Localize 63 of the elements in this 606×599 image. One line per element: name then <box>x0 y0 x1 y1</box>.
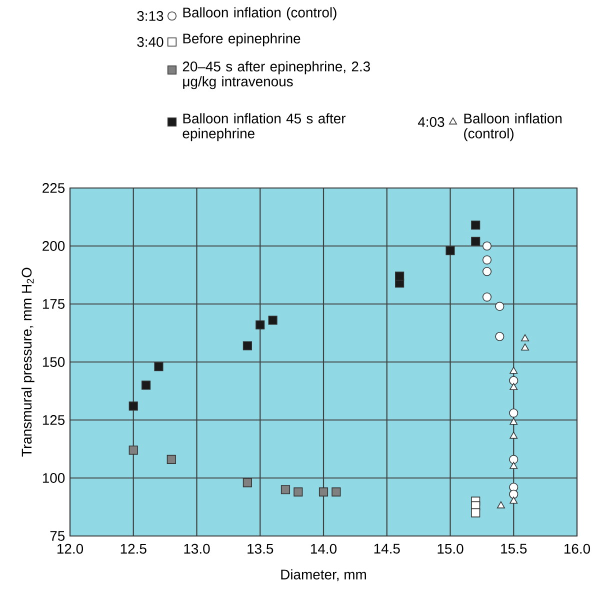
point <box>509 376 518 386</box>
point <box>482 241 492 251</box>
point <box>509 490 518 499</box>
point <box>495 332 504 342</box>
x-tick-label: 16.0 <box>564 544 590 554</box>
point <box>495 302 504 311</box>
x-tick-label: 12.5 <box>120 544 146 554</box>
point <box>471 508 480 518</box>
x-tick-label: 14.0 <box>310 544 337 554</box>
y-tick-label: 150 <box>42 357 65 367</box>
point <box>510 462 518 469</box>
point <box>510 432 518 439</box>
point <box>471 236 480 246</box>
text: 3:40 <box>137 37 164 47</box>
point <box>482 266 492 276</box>
point <box>318 487 328 496</box>
point <box>142 380 151 390</box>
point <box>471 220 480 230</box>
legend-label: 20–45 s after epinephrine, 2.3 μg/kg intravenous <box>182 61 370 90</box>
legend-label: Balloon inflation 45 s after epinephrine <box>182 113 346 142</box>
x-tick-label: 15.5 <box>501 544 527 554</box>
point <box>510 366 518 374</box>
point <box>509 454 518 464</box>
point <box>496 501 505 508</box>
y-tick-label: 200 <box>42 241 65 251</box>
y-tick-label: 225 <box>42 183 65 193</box>
y-tick-label: 175 <box>42 299 65 309</box>
point <box>294 487 303 496</box>
point <box>395 272 404 281</box>
point <box>332 487 341 496</box>
x-tick-label: 12.0 <box>57 544 84 554</box>
point <box>242 341 252 350</box>
legend-label: Before epinephrine <box>183 33 300 46</box>
y-tick-label: 125 <box>42 415 65 425</box>
y-tick-label: 75 <box>50 531 65 541</box>
point <box>482 292 492 302</box>
x-axis-title: Diameter, mm <box>281 569 366 582</box>
x-tick-label: 13.0 <box>184 544 210 554</box>
point <box>521 334 530 342</box>
point <box>510 382 518 390</box>
point <box>268 316 278 325</box>
point <box>446 246 455 256</box>
text: 4:03 <box>418 117 444 127</box>
point <box>521 344 530 351</box>
x-tick-label: 15.0 <box>438 544 464 554</box>
text: 3:13 <box>137 11 164 21</box>
x-tick-label: 14.5 <box>374 544 400 554</box>
point <box>280 485 290 494</box>
point <box>128 402 138 411</box>
point <box>510 496 518 504</box>
y-axis-title: Transmural pressure, mm H$_{2}$O <box>21 268 34 457</box>
legend-label: Balloon inflation (control) <box>464 113 562 142</box>
point <box>509 408 518 418</box>
point <box>128 446 138 455</box>
point <box>166 454 176 464</box>
point <box>154 362 164 372</box>
y-tick-label: 100 <box>42 473 65 483</box>
legend-label: Balloon inflation (control) <box>183 7 336 20</box>
x-tick-label: 13.5 <box>248 544 274 554</box>
point <box>482 255 492 264</box>
point <box>242 478 252 488</box>
point <box>256 320 265 330</box>
point <box>510 418 518 425</box>
